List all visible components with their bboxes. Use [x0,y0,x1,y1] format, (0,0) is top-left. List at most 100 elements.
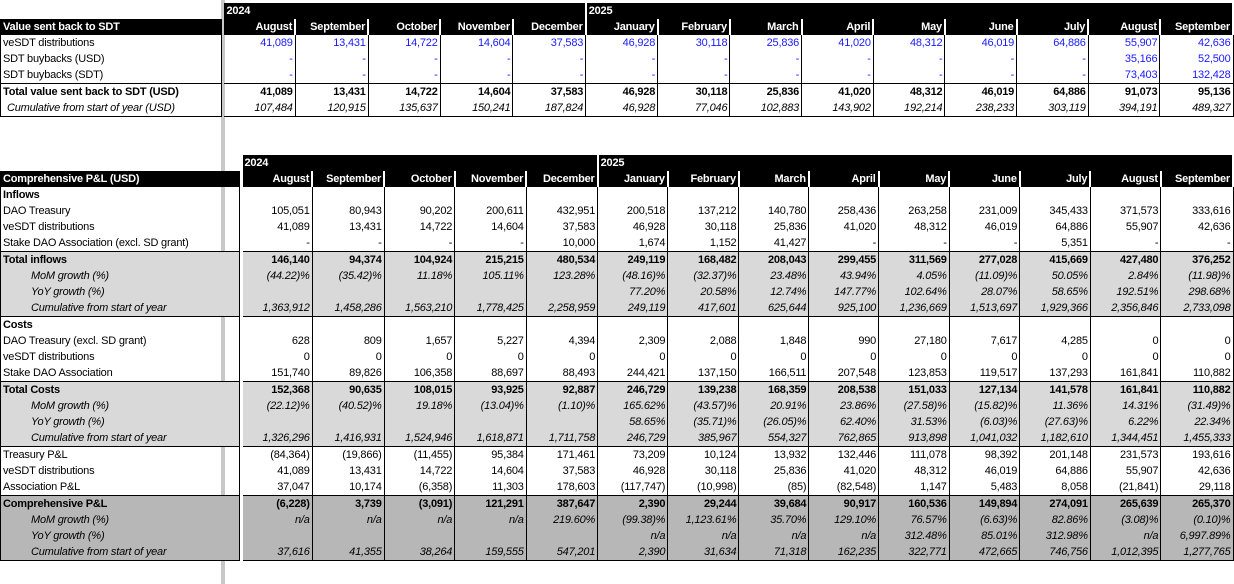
cell[interactable]: 0 [597,349,669,365]
cell[interactable]: 127,134 [949,381,1021,398]
cell[interactable] [667,316,740,333]
cell[interactable] [597,187,669,203]
row-label[interactable]: MoM growth (%) [0,268,240,284]
cell[interactable]: 123.28% [526,268,599,284]
cell[interactable]: 0 [312,349,385,365]
column-header-august[interactable]: August [1088,19,1161,35]
cell[interactable]: 394,191 [1088,100,1161,117]
cell[interactable]: 2,733,098 [1160,300,1234,317]
cell[interactable]: 387,647 [526,495,599,512]
cell[interactable]: 192.51% [1090,284,1162,300]
cell[interactable]: 12.74% [738,284,810,300]
row-label[interactable]: Cumulative from start of year [0,544,240,561]
cell[interactable]: 246,729 [597,381,669,398]
cell[interactable]: 0 [1090,349,1162,365]
cell[interactable]: n/a [1090,528,1162,544]
cell[interactable]: - [224,67,296,84]
cell[interactable]: 162,235 [808,544,880,561]
cell[interactable]: 31.53% [878,414,950,430]
cell[interactable]: 2.84% [1090,268,1162,284]
cell[interactable]: 55,907 [1090,463,1162,479]
cell[interactable]: 1,416,931 [312,430,385,447]
cell[interactable] [1090,187,1162,203]
cell[interactable]: 376,252 [1160,251,1234,268]
column-header-january[interactable]: January [585,19,659,35]
cell[interactable]: 23.86% [808,398,880,414]
cell[interactable]: 42,636 [1160,219,1234,235]
cell[interactable]: 14,604 [440,83,514,100]
cell[interactable] [312,284,385,300]
cell[interactable]: (27.63)% [1019,414,1091,430]
cell[interactable]: 25,836 [738,463,810,479]
cell[interactable]: 312.98% [1019,528,1091,544]
column-header-september[interactable]: September [1159,19,1234,35]
cell[interactable]: 547,201 [526,544,599,561]
cell[interactable]: 427,480 [1090,251,1162,268]
column-header-january[interactable]: January [597,171,669,187]
cell[interactable] [454,414,527,430]
cell[interactable]: 5,483 [949,479,1021,496]
cell[interactable]: 46,928 [585,83,659,100]
cell[interactable]: 107,484 [224,100,296,117]
cell[interactable] [454,316,527,333]
cell[interactable]: 1,344,451 [1090,430,1162,447]
cell[interactable]: (32.37)% [667,268,740,284]
cell[interactable]: (43.57)% [667,398,740,414]
cell[interactable] [949,316,1021,333]
cell[interactable]: 58.65% [597,414,669,430]
cell[interactable]: 7,617 [949,333,1021,349]
cell[interactable]: 20.91% [738,398,810,414]
column-header-november[interactable]: November [440,19,514,35]
cell[interactable]: (26.05)% [738,414,810,430]
cell[interactable]: - [657,67,731,84]
cell[interactable]: 95,384 [454,446,527,463]
cell[interactable]: 1,618,871 [454,430,527,447]
cell[interactable]: 489,327 [1159,100,1234,117]
cell[interactable]: 105,051 [242,203,313,219]
cell[interactable] [454,284,527,300]
cell[interactable]: 42,636 [1160,463,1234,479]
cell[interactable]: 746,756 [1019,544,1091,561]
cell[interactable]: 215,215 [454,251,527,268]
cell[interactable]: 46,928 [597,463,669,479]
cell[interactable]: 152,368 [242,381,313,398]
cell[interactable]: 120,915 [295,100,369,117]
cell[interactable] [949,187,1021,203]
cell[interactable]: - [944,51,1018,67]
cell[interactable]: 13,431 [295,35,369,51]
cell[interactable]: 168,482 [667,251,740,268]
cell[interactable]: 73,403 [1088,67,1161,84]
cell[interactable]: 13,431 [312,463,385,479]
cell[interactable]: 91,073 [1088,83,1161,100]
cell[interactable]: 37,583 [512,35,587,51]
row-label[interactable]: Total value sent back to SDT (USD) [0,83,222,100]
cell[interactable]: (11.09)% [949,268,1021,284]
cell[interactable]: - [512,67,587,84]
cell[interactable]: 46,019 [944,83,1018,100]
column-header-february[interactable]: February [657,19,731,35]
row-label[interactable]: MoM growth (%) [0,512,240,528]
row-label[interactable]: veSDT distributions [0,349,240,365]
cell[interactable]: 30,118 [657,35,731,51]
cell[interactable]: 625,644 [738,300,810,317]
cell[interactable]: 0 [667,349,740,365]
cell[interactable]: 71,318 [738,544,810,561]
cell[interactable]: 161,841 [1090,365,1162,382]
cell[interactable] [454,187,527,203]
cell[interactable]: 41,020 [801,83,874,100]
row-label[interactable]: Inflows [0,187,240,203]
cell[interactable]: 0 [526,349,599,365]
cell[interactable]: 41,020 [801,35,874,51]
cell[interactable]: (44.22)% [242,268,313,284]
column-header-june[interactable]: June [944,19,1018,35]
cell[interactable]: - [242,235,313,252]
cell[interactable]: 193,616 [1160,446,1234,463]
cell[interactable]: 62.40% [808,414,880,430]
cell[interactable]: 46,928 [597,219,669,235]
cell[interactable]: 58.65% [1019,284,1091,300]
column-header-august[interactable]: August [242,171,314,187]
cell[interactable]: 628 [242,333,313,349]
cell[interactable]: 30,118 [667,219,740,235]
cell[interactable]: 90,202 [384,203,456,219]
cell[interactable]: 14,604 [454,219,527,235]
